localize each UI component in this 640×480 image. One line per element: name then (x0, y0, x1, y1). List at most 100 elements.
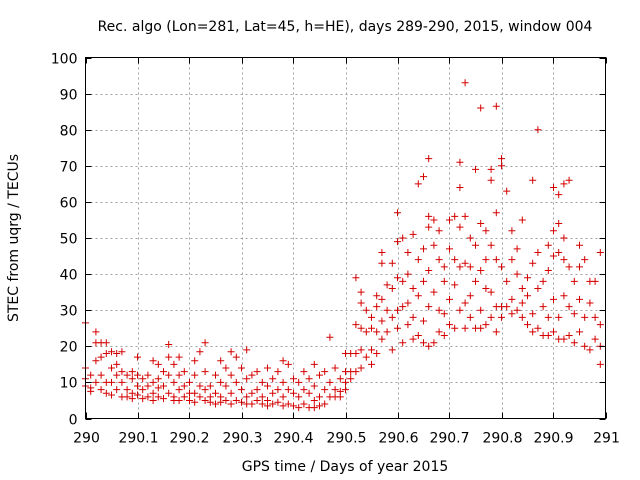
data-point (487, 288, 495, 296)
data-point (331, 364, 339, 372)
data-point (576, 295, 583, 303)
data-point (154, 375, 162, 383)
data-point (596, 360, 604, 368)
data-point (550, 328, 557, 336)
data-point (253, 386, 261, 394)
data-point (170, 378, 178, 386)
data-point (586, 299, 594, 307)
data-point (243, 393, 251, 401)
data-point (290, 375, 297, 383)
data-point (352, 350, 360, 358)
data-point (570, 310, 578, 318)
data-point (108, 348, 115, 356)
data-point (258, 378, 266, 386)
y-tick-labels: 0 10 20 30 40 50 60 70 80 90 100 (51, 52, 78, 429)
data-point (196, 348, 204, 356)
data-point (362, 306, 370, 314)
data-point (305, 375, 313, 383)
data-point (175, 386, 183, 394)
data-point (321, 400, 329, 408)
data-point (420, 245, 427, 253)
data-point (461, 79, 469, 87)
data-point (97, 353, 105, 361)
data-point (477, 266, 485, 274)
data-point (565, 176, 573, 184)
data-point (154, 360, 162, 368)
data-point (508, 295, 516, 303)
data-point (217, 378, 225, 386)
data-point (243, 346, 251, 354)
data-point (113, 386, 121, 394)
data-point (472, 165, 479, 173)
data-point (357, 324, 365, 332)
data-point (555, 248, 563, 256)
data-point (368, 360, 375, 368)
data-point (357, 299, 365, 307)
data-point (201, 386, 209, 394)
data-point (378, 295, 386, 303)
data-point (440, 310, 448, 318)
data-point (144, 371, 152, 379)
x-tick-label: 290.8 (482, 431, 522, 447)
data-point (466, 292, 474, 300)
data-point (264, 364, 271, 372)
data-point (316, 393, 323, 401)
data-point (357, 364, 365, 372)
data-point (461, 259, 469, 267)
data-point (404, 248, 412, 256)
data-point (102, 350, 110, 358)
x-tick-label: 290.4 (273, 431, 313, 447)
data-point (425, 212, 433, 220)
data-point (425, 223, 433, 231)
data-point (409, 335, 417, 343)
data-point (524, 321, 531, 329)
data-point (425, 303, 433, 311)
data-point (139, 395, 147, 403)
data-point (555, 191, 563, 199)
data-point (227, 400, 235, 408)
data-point (373, 303, 381, 311)
data-point (550, 183, 557, 191)
data-point (430, 216, 438, 224)
data-point (87, 387, 95, 395)
data-point (160, 368, 167, 376)
data-point (316, 371, 323, 379)
data-point (128, 368, 136, 376)
data-point (191, 389, 199, 397)
data-point (503, 303, 511, 311)
data-point (420, 277, 427, 285)
data-point (435, 306, 443, 314)
data-point (565, 263, 573, 271)
data-point (87, 371, 95, 379)
data-point (440, 263, 448, 271)
data-point (435, 227, 443, 235)
x-tick-label: 290 (73, 431, 100, 447)
data-point (544, 266, 552, 274)
data-point (550, 252, 557, 260)
data-point (321, 368, 329, 376)
data-point (279, 357, 287, 365)
data-point (414, 256, 422, 264)
data-point (446, 216, 453, 224)
data-point (591, 277, 599, 285)
data-point (492, 209, 500, 217)
data-point (378, 335, 386, 343)
data-point (435, 256, 443, 264)
data-point (300, 400, 308, 408)
data-point (232, 353, 240, 361)
data-point (456, 183, 464, 191)
x-tick-label: 290.9 (533, 431, 573, 447)
x-tick-label: 291 (593, 431, 620, 447)
data-point (108, 378, 115, 386)
data-point (466, 234, 474, 242)
data-point (269, 389, 277, 397)
data-point (383, 281, 391, 289)
data-point (206, 398, 214, 406)
data-point (524, 292, 531, 300)
data-point (102, 389, 110, 397)
data-point (534, 248, 542, 256)
data-point (430, 288, 438, 296)
data-point (253, 396, 261, 404)
data-point (300, 386, 308, 394)
data-point (144, 393, 152, 401)
